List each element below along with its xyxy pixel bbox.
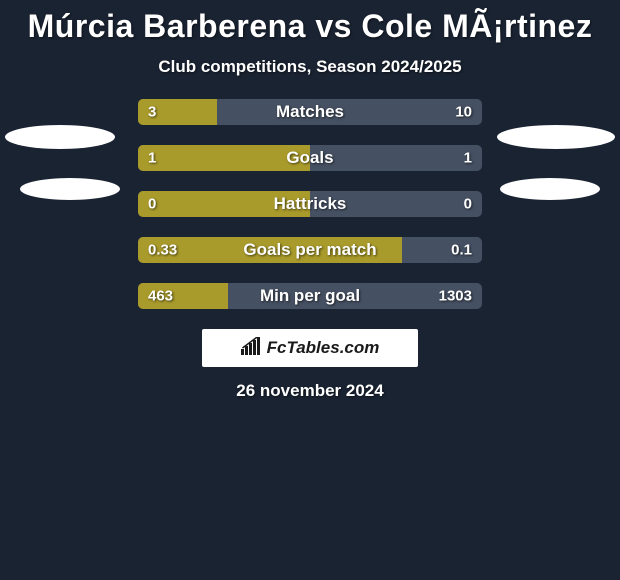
- stat-bar: 11Goals: [138, 145, 482, 171]
- brand-badge: FcTables.com: [202, 329, 418, 367]
- stat-value-right: 0: [464, 196, 472, 213]
- stat-row: 4631303Min per goal: [0, 283, 620, 309]
- stat-row: 310Matches: [0, 99, 620, 125]
- stat-row: 11Goals: [0, 145, 620, 171]
- comparison-card: Múrcia Barberena vs Cole MÃ¡rtinez Club …: [0, 0, 620, 580]
- stat-value-right: 0.1: [451, 242, 472, 259]
- date-line: 26 november 2024: [0, 381, 620, 401]
- brand-chart-icon: [241, 337, 263, 360]
- stat-row: 0.330.1Goals per match: [0, 237, 620, 263]
- stat-bar: 4631303Min per goal: [138, 283, 482, 309]
- stat-value-left: 0.33: [148, 242, 177, 259]
- stat-value-left: 463: [148, 288, 173, 305]
- stat-bar-left: [138, 145, 310, 171]
- stat-bar: 0.330.1Goals per match: [138, 237, 482, 263]
- stat-bar: 310Matches: [138, 99, 482, 125]
- stat-bar-left: [138, 237, 402, 263]
- brand-text: FcTables.com: [241, 337, 380, 360]
- page-subtitle: Club competitions, Season 2024/2025: [0, 57, 620, 77]
- brand-label: FcTables.com: [267, 338, 380, 358]
- stat-bar: 00Hattricks: [138, 191, 482, 217]
- stat-value-right: 10: [455, 104, 472, 121]
- stat-value-left: 1: [148, 150, 156, 167]
- stat-bar-left: [138, 191, 310, 217]
- stat-value-right: 1303: [439, 288, 472, 305]
- stat-value-left: 3: [148, 104, 156, 121]
- stat-value-left: 0: [148, 196, 156, 213]
- stat-row: 00Hattricks: [0, 191, 620, 217]
- stat-value-right: 1: [464, 150, 472, 167]
- page-title: Múrcia Barberena vs Cole MÃ¡rtinez: [0, 0, 620, 45]
